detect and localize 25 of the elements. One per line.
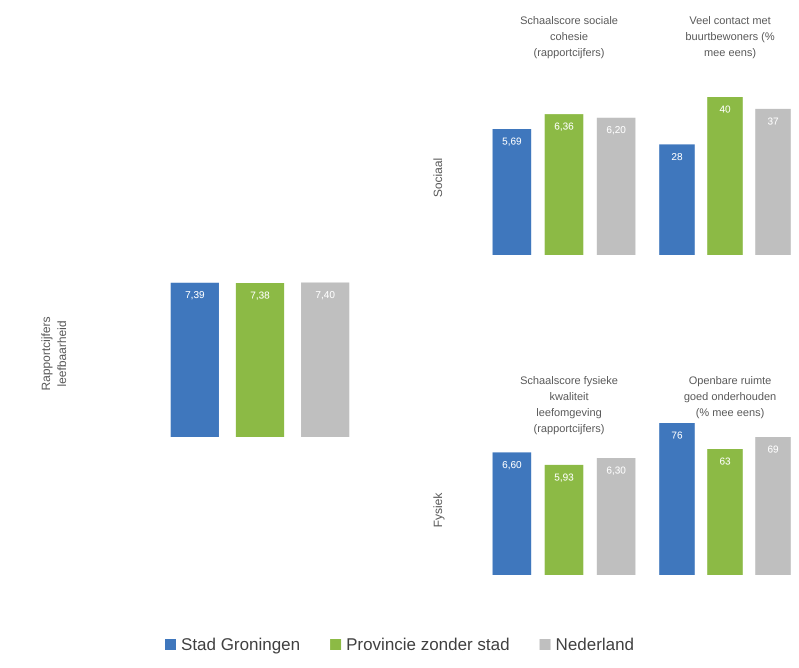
data-label: 7,38 bbox=[250, 290, 270, 302]
data-label: 6,36 bbox=[554, 122, 574, 133]
chart-title: Schaalscore fysieke kwaliteit leefomgeving (rapportcijfers) bbox=[520, 375, 618, 435]
y-axis-title: Rapportcijfers leefbaarheid bbox=[39, 316, 69, 391]
legend-label: Stad Groningen bbox=[181, 635, 300, 654]
chart-title: Openbare ruimte goed onderhouden (% mee eens) bbox=[684, 375, 776, 419]
data-label: 7,39 bbox=[185, 290, 205, 302]
y-axis-title: Sociaal bbox=[431, 158, 445, 198]
chart-title: Schaalscore sociale cohesie (rapportcijfers) bbox=[520, 15, 618, 59]
data-label: 7,40 bbox=[315, 290, 336, 302]
data-label: 6,60 bbox=[502, 460, 522, 471]
data-label: 28 bbox=[671, 152, 683, 163]
data-label: 6,30 bbox=[606, 466, 626, 476]
data-label: 40 bbox=[719, 104, 731, 116]
data-label: 63 bbox=[719, 456, 731, 468]
data-label: 37 bbox=[767, 116, 780, 128]
data-label: 6,20 bbox=[606, 125, 626, 136]
data-label: 5,93 bbox=[554, 472, 574, 484]
legend-label: Provincie zonder stad bbox=[346, 635, 510, 654]
data-label: 69 bbox=[767, 444, 780, 456]
y-axis-title: Fysiek bbox=[431, 492, 445, 528]
chart-title: Veel contact met buurtbewoners (% mee eens) bbox=[685, 15, 775, 59]
data-label: 76 bbox=[671, 430, 683, 442]
legend-label: Nederland bbox=[556, 635, 634, 654]
data-label: 5,69 bbox=[502, 136, 522, 148]
